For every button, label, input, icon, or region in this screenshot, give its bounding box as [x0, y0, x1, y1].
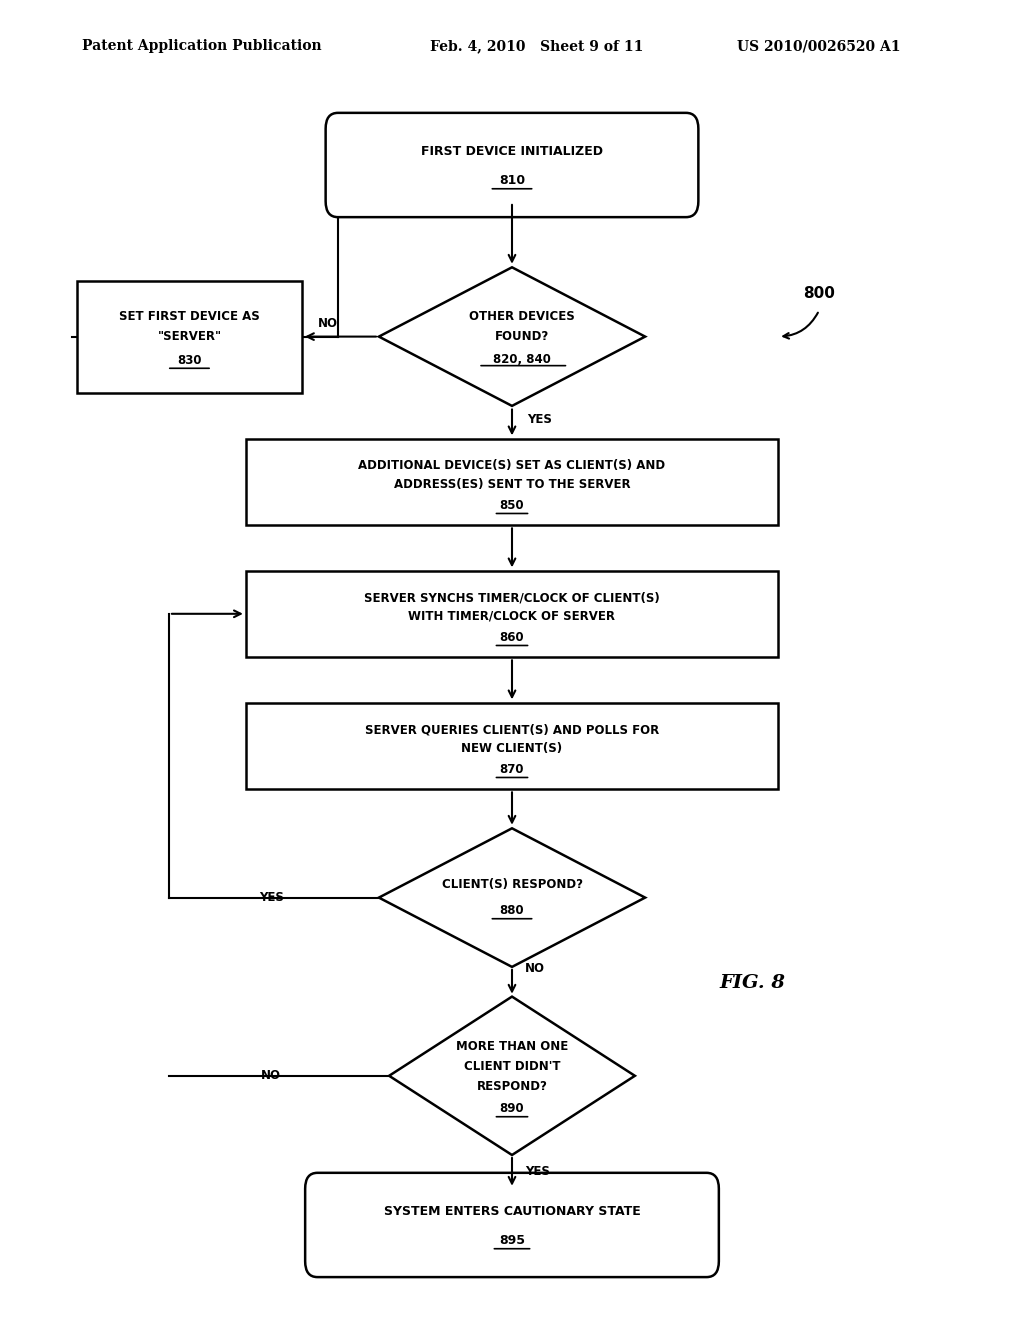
Text: FIRST DEVICE INITIALIZED: FIRST DEVICE INITIALIZED: [421, 145, 603, 158]
Text: CLIENT(S) RESPOND?: CLIENT(S) RESPOND?: [441, 878, 583, 891]
Text: SERVER SYNCHS TIMER/CLOCK OF CLIENT(S): SERVER SYNCHS TIMER/CLOCK OF CLIENT(S): [365, 591, 659, 605]
Bar: [246, 570, 778, 656]
FancyBboxPatch shape: [305, 1172, 719, 1278]
Text: YES: YES: [525, 1166, 550, 1179]
Text: YES: YES: [527, 413, 552, 426]
Text: Patent Application Publication: Patent Application Publication: [82, 40, 322, 53]
Text: 870: 870: [500, 763, 524, 776]
Text: 800: 800: [803, 285, 836, 301]
Text: 890: 890: [500, 1102, 524, 1115]
FancyBboxPatch shape: [326, 114, 698, 216]
Bar: [246, 704, 778, 789]
Text: ADDRESS(ES) SENT TO THE SERVER: ADDRESS(ES) SENT TO THE SERVER: [393, 478, 631, 491]
Text: SERVER QUERIES CLIENT(S) AND POLLS FOR: SERVER QUERIES CLIENT(S) AND POLLS FOR: [365, 723, 659, 737]
Text: 895: 895: [499, 1234, 525, 1247]
Text: CLIENT DIDN'T: CLIENT DIDN'T: [464, 1060, 560, 1073]
Text: FIG. 8: FIG. 8: [720, 974, 785, 993]
Polygon shape: [379, 267, 645, 407]
Text: 820, 840: 820, 840: [494, 352, 551, 366]
Text: 880: 880: [500, 904, 524, 917]
Polygon shape: [389, 997, 635, 1155]
Text: 830: 830: [177, 354, 202, 367]
Text: NO: NO: [525, 962, 546, 975]
Text: FOUND?: FOUND?: [496, 330, 549, 343]
Text: 850: 850: [500, 499, 524, 512]
Text: 810: 810: [499, 174, 525, 187]
Bar: [77, 281, 302, 393]
Text: NEW CLIENT(S): NEW CLIENT(S): [462, 742, 562, 755]
Polygon shape: [379, 829, 645, 966]
Text: WITH TIMER/CLOCK OF SERVER: WITH TIMER/CLOCK OF SERVER: [409, 610, 615, 623]
Text: NO: NO: [317, 317, 338, 330]
Text: MORE THAN ONE: MORE THAN ONE: [456, 1040, 568, 1053]
Bar: [246, 438, 778, 524]
Text: ADDITIONAL DEVICE(S) SET AS CLIENT(S) AND: ADDITIONAL DEVICE(S) SET AS CLIENT(S) AN…: [358, 459, 666, 473]
Text: NO: NO: [261, 1069, 282, 1082]
Text: Feb. 4, 2010   Sheet 9 of 11: Feb. 4, 2010 Sheet 9 of 11: [430, 40, 643, 53]
Text: RESPOND?: RESPOND?: [476, 1080, 548, 1093]
Text: SET FIRST DEVICE AS: SET FIRST DEVICE AS: [119, 310, 260, 323]
Text: YES: YES: [259, 891, 284, 904]
Text: 860: 860: [500, 631, 524, 644]
Text: US 2010/0026520 A1: US 2010/0026520 A1: [737, 40, 901, 53]
Text: SYSTEM ENTERS CAUTIONARY STATE: SYSTEM ENTERS CAUTIONARY STATE: [384, 1205, 640, 1218]
Text: "SERVER": "SERVER": [158, 330, 221, 343]
Text: OTHER DEVICES: OTHER DEVICES: [469, 310, 575, 323]
